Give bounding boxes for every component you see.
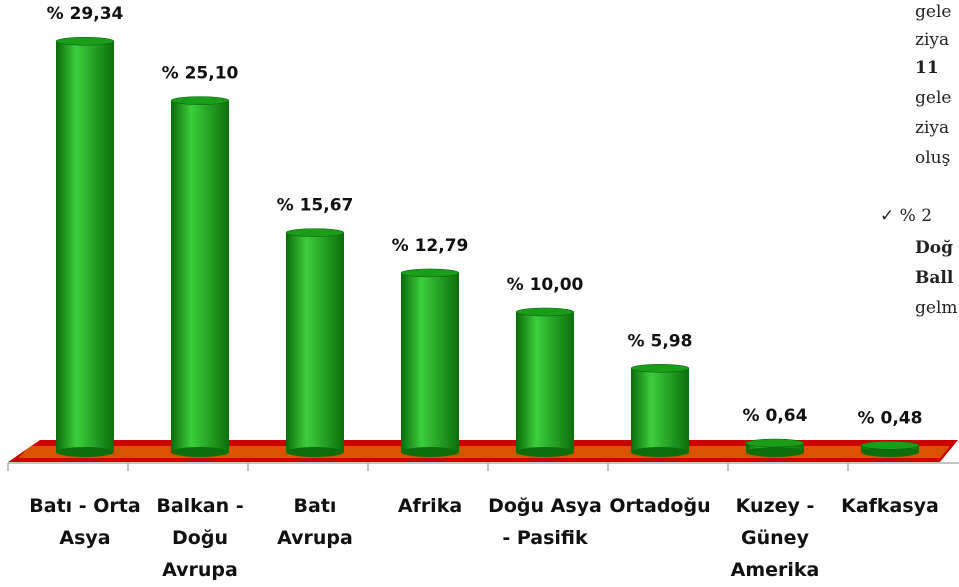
bar-top xyxy=(630,364,690,373)
side-text: gele xyxy=(915,2,952,22)
x-tick-label: Doğu Asya - Pasifik xyxy=(488,495,602,549)
value-label: % 0,64 xyxy=(743,406,808,426)
value-label: % 25,10 xyxy=(162,64,239,84)
bar-top xyxy=(745,438,805,448)
value-label: % 29,34 xyxy=(47,4,124,24)
x-tick-label: Kuzey - Güney Amerika xyxy=(730,495,820,581)
bar-top xyxy=(515,307,575,317)
bar-base xyxy=(56,447,114,457)
side-text: ziya xyxy=(915,30,950,50)
bar-base xyxy=(746,447,804,457)
x-tick-label: Kafkasya xyxy=(841,495,939,517)
bar-base xyxy=(861,447,919,457)
bar-base xyxy=(631,447,689,457)
side-text: 11 xyxy=(915,58,939,78)
x-tick-label: Batı - Orta Asya xyxy=(29,495,141,549)
value-label: % 10,00 xyxy=(507,275,584,295)
value-label: % 12,79 xyxy=(392,236,469,256)
bar-base xyxy=(516,447,574,457)
bar xyxy=(171,100,229,452)
side-text: ziya xyxy=(915,118,950,138)
x-tick-label: Ortadoğu xyxy=(609,495,711,517)
bar-top xyxy=(55,36,115,46)
bar-top xyxy=(170,96,230,105)
side-text: Ball xyxy=(915,268,954,288)
bar xyxy=(286,232,344,452)
bar-base xyxy=(286,447,344,457)
side-text: oluş xyxy=(915,148,951,168)
bar-top xyxy=(860,441,920,450)
bar xyxy=(401,272,459,452)
bar-base xyxy=(401,447,459,457)
bar-top xyxy=(400,268,460,278)
x-tick-label: Afrika xyxy=(397,495,463,517)
bar xyxy=(631,368,689,452)
value-label: % 5,98 xyxy=(628,331,693,351)
side-text: gele xyxy=(915,88,952,108)
bar xyxy=(516,312,574,452)
side-text: ✓ % 2 xyxy=(880,206,933,226)
bar xyxy=(56,41,114,453)
side-text: gelm xyxy=(915,298,958,318)
value-label: % 15,67 xyxy=(277,196,354,216)
side-text: Doğ xyxy=(915,238,953,258)
value-label: % 0,48 xyxy=(858,408,923,428)
bar-top xyxy=(285,228,345,237)
x-tick-label: Balkan - Doğu Avrupa xyxy=(156,495,244,581)
x-tick-label: Batı Avrupa xyxy=(277,495,353,549)
bar-base xyxy=(171,447,229,457)
floor-shade xyxy=(18,446,950,458)
